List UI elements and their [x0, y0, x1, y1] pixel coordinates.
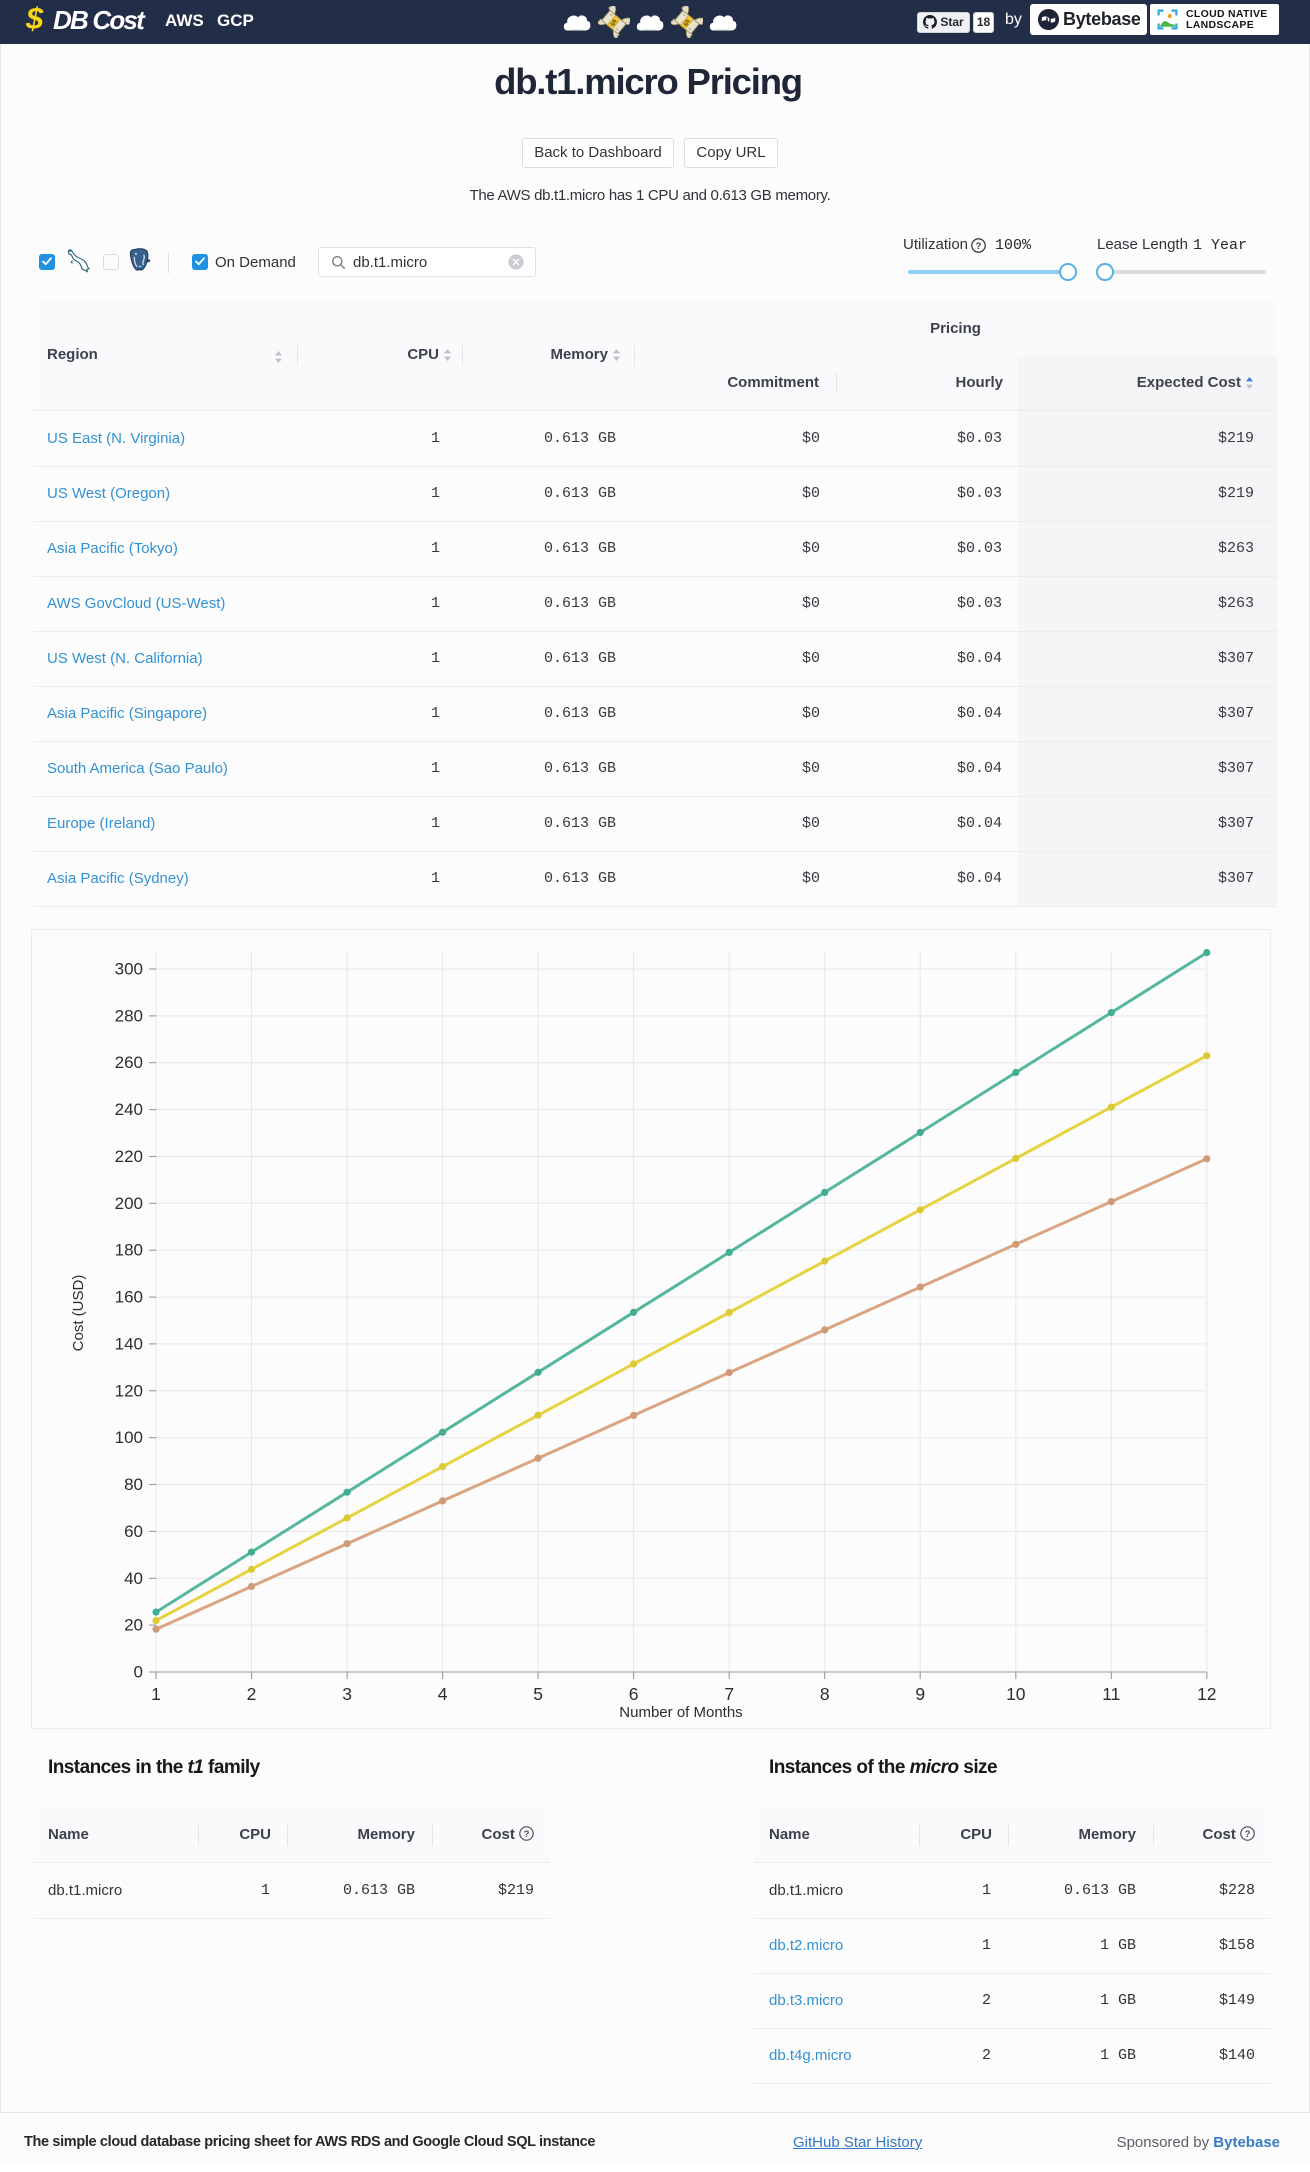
svg-text:Cost (USD): Cost (USD)	[70, 1275, 87, 1352]
svg-text:10: 10	[1006, 1684, 1026, 1704]
svg-text:140: 140	[115, 1334, 143, 1353]
svg-text:20: 20	[124, 1616, 143, 1635]
svg-text:300: 300	[115, 960, 143, 979]
svg-text:180: 180	[115, 1241, 143, 1260]
svg-text:5: 5	[533, 1684, 543, 1704]
svg-text:120: 120	[115, 1381, 143, 1400]
svg-text:$: $	[681, 17, 691, 28]
svg-text:9: 9	[915, 1684, 925, 1704]
svg-text:200: 200	[115, 1194, 143, 1213]
svg-text:8: 8	[820, 1684, 830, 1704]
svg-text:80: 80	[124, 1475, 143, 1494]
svg-text:3: 3	[342, 1684, 352, 1704]
svg-text:?: ?	[976, 240, 982, 251]
svg-text:0: 0	[134, 1663, 143, 1682]
svg-text:220: 220	[115, 1147, 143, 1166]
svg-text:2: 2	[247, 1684, 257, 1704]
svg-text:?: ?	[524, 1829, 530, 1840]
svg-text:100: 100	[115, 1428, 143, 1447]
svg-text:7: 7	[724, 1684, 734, 1704]
svg-text:6: 6	[629, 1684, 639, 1704]
svg-text:$: $	[608, 17, 618, 28]
svg-text:Number of Months: Number of Months	[619, 1704, 742, 1721]
svg-text:160: 160	[115, 1288, 143, 1307]
svg-text:40: 40	[124, 1569, 143, 1588]
svg-text:1: 1	[151, 1684, 161, 1704]
svg-text:?: ?	[1245, 1829, 1251, 1840]
svg-text:280: 280	[115, 1006, 143, 1025]
svg-text:4: 4	[438, 1684, 448, 1704]
svg-text:12: 12	[1197, 1684, 1216, 1704]
svg-text:260: 260	[115, 1053, 143, 1072]
svg-text:11: 11	[1102, 1684, 1120, 1704]
svg-text:60: 60	[124, 1522, 143, 1541]
svg-text:240: 240	[115, 1100, 143, 1119]
